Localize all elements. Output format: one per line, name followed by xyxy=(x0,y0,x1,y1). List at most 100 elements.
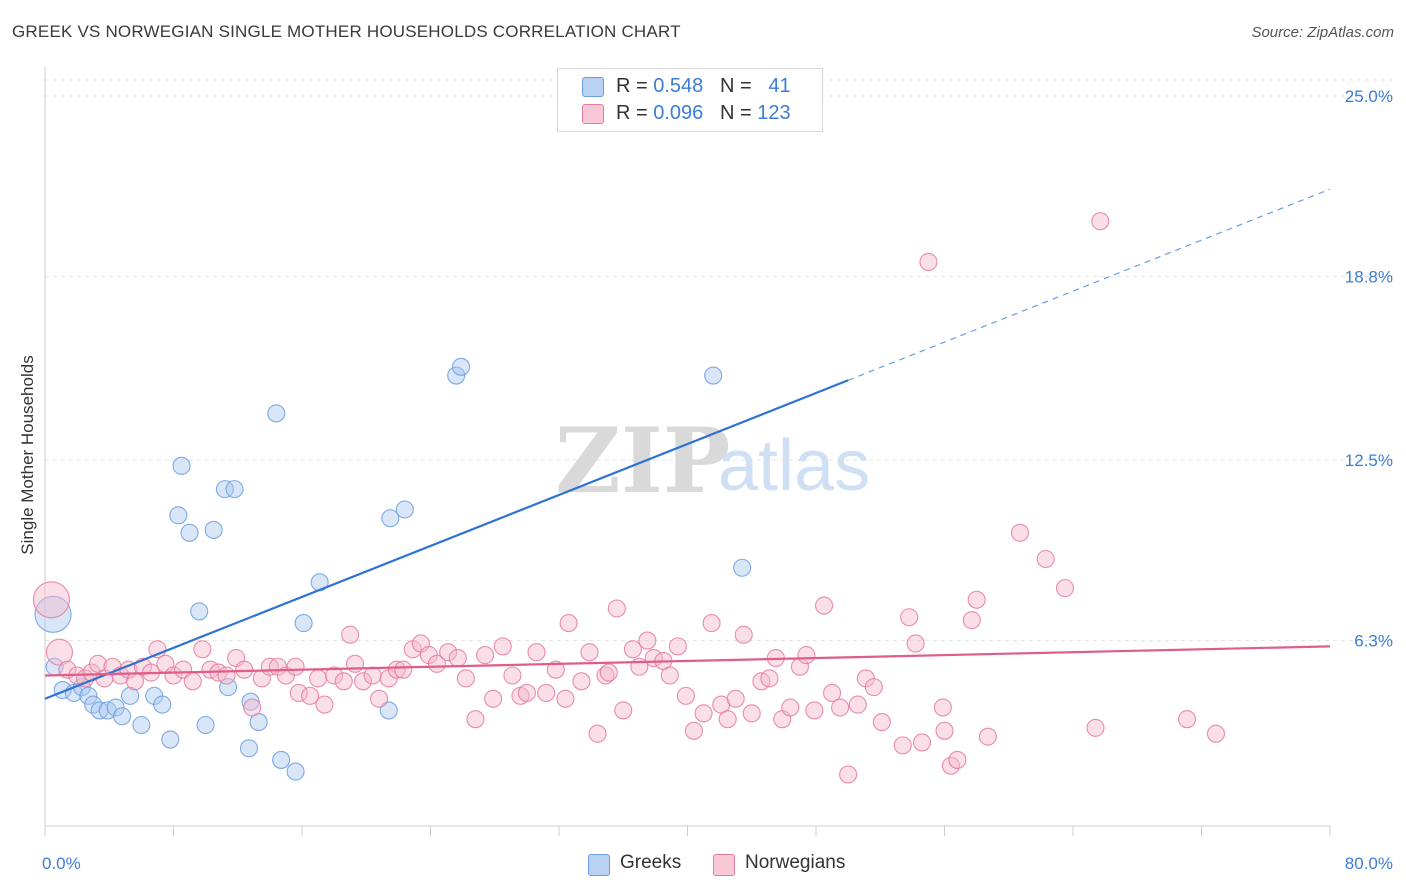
norwegians-point xyxy=(1055,579,1075,598)
legend-swatch-greeks xyxy=(582,77,604,97)
norwegians-point xyxy=(962,611,981,630)
norwegians-point xyxy=(900,608,919,627)
norwegians-point xyxy=(493,637,512,656)
bottom-legend-label-greeks: Greeks xyxy=(620,852,682,873)
norwegians-point xyxy=(906,634,925,653)
norwegians-point xyxy=(1091,212,1110,231)
bottom-legend-label-norwegians: Norwegians xyxy=(745,852,846,873)
x-tick-label: 80.0% xyxy=(1345,854,1393,873)
greeks-point xyxy=(132,715,151,735)
watermark-atlas: atlas xyxy=(718,426,870,506)
greeks-point xyxy=(395,500,414,519)
norwegians-point xyxy=(933,698,952,717)
greeks-point xyxy=(204,520,223,539)
norwegians-point xyxy=(760,669,779,688)
norwegians-point xyxy=(394,660,413,679)
greeks-point xyxy=(267,404,286,423)
norwegians-point xyxy=(588,724,607,743)
norwegians-point xyxy=(363,666,382,685)
norwegians-point xyxy=(742,704,761,723)
norwegians-point xyxy=(427,654,446,673)
norwegians-point xyxy=(439,643,458,662)
norwegians-point xyxy=(599,663,618,682)
norwegians-point xyxy=(1036,549,1055,569)
norwegians-point xyxy=(623,640,642,659)
norwegians-point xyxy=(805,701,824,720)
norwegians-point xyxy=(1177,710,1197,729)
norwegians-point xyxy=(164,666,183,685)
norwegians-point xyxy=(235,660,254,679)
norwegians-point xyxy=(718,710,737,729)
greeks-trend-line xyxy=(44,379,849,700)
greeks-point xyxy=(169,506,188,525)
norwegians-point xyxy=(596,666,615,685)
norwegians-point xyxy=(734,625,753,644)
norwegians-point xyxy=(638,631,657,650)
norwegians-point xyxy=(345,654,365,673)
legend-swatch-norwegians xyxy=(582,104,604,124)
legend-r-value: 0.548 xyxy=(653,75,704,97)
norwegians-point xyxy=(45,638,74,666)
norwegians-point xyxy=(174,660,193,679)
norwegians-point xyxy=(948,750,967,769)
greeks-point xyxy=(381,509,400,528)
legend-n-label: N = xyxy=(719,102,752,124)
y-tick-label: 25.0% xyxy=(1345,87,1393,106)
norwegians-point xyxy=(848,695,867,714)
norwegians-point xyxy=(919,252,938,272)
norwegians-point xyxy=(872,713,891,732)
greeks-point xyxy=(79,686,98,705)
norwegians-point xyxy=(781,698,800,717)
greeks-point xyxy=(733,558,752,577)
greeks-point xyxy=(190,602,209,621)
legend-r-label: R = xyxy=(616,102,648,124)
correlation-legend: R = 0.548 N = 41 R = 0.096 N = 123 xyxy=(557,68,823,132)
chart-title: GREEK VS NORWEGIAN SINGLE MOTHER HOUSEHO… xyxy=(12,22,681,41)
greeks-point xyxy=(113,707,132,726)
norwegians-point xyxy=(1010,523,1030,542)
norwegians-point xyxy=(309,669,328,688)
bottom-legend-swatch-greeks xyxy=(588,854,610,876)
legend-n-label: N = xyxy=(719,75,752,97)
norwegians-point xyxy=(517,683,536,703)
legend-n-value: 123 xyxy=(757,102,791,124)
norwegians-trend-line xyxy=(44,645,1331,677)
greeks-point xyxy=(121,686,140,705)
y-tick-label: 18.8% xyxy=(1345,268,1393,287)
norwegians-point xyxy=(353,672,373,691)
norwegians-point xyxy=(912,733,932,752)
norwegians-point xyxy=(387,660,406,679)
norwegians-point xyxy=(370,689,389,708)
legend-n-value: 41 xyxy=(768,75,791,97)
norwegians-point xyxy=(456,669,475,688)
norwegians-point xyxy=(694,704,713,723)
norwegians-point xyxy=(484,689,503,708)
norwegians-point xyxy=(559,614,578,633)
norwegians-point xyxy=(572,672,591,691)
greeks-point xyxy=(219,678,238,697)
norwegians-point xyxy=(967,590,986,609)
norwegians-point xyxy=(839,765,858,784)
legend-text-greeks: R = 0.548 N = 41 xyxy=(616,75,791,98)
norwegians-point xyxy=(341,625,360,644)
greeks-point xyxy=(379,701,398,720)
norwegians-point xyxy=(193,640,212,659)
greeks-point xyxy=(196,715,215,735)
norwegians-point xyxy=(315,695,334,714)
norwegians-point xyxy=(797,646,816,665)
greeks-point xyxy=(34,595,72,633)
bottom-legend-swatch-norwegians xyxy=(713,854,735,876)
norwegians-point xyxy=(527,643,546,662)
greeks-point xyxy=(180,523,199,542)
legend-r-label: R = xyxy=(616,75,648,97)
norwegians-point xyxy=(684,721,703,740)
greeks-point xyxy=(239,739,259,758)
norwegians-point xyxy=(217,666,236,685)
norwegians-point xyxy=(325,666,344,685)
norwegians-point xyxy=(580,643,599,662)
norwegians-point xyxy=(556,689,575,708)
norwegians-point xyxy=(831,698,850,717)
y-tick-label: 12.5% xyxy=(1345,451,1393,470)
norwegians-point xyxy=(614,701,633,720)
